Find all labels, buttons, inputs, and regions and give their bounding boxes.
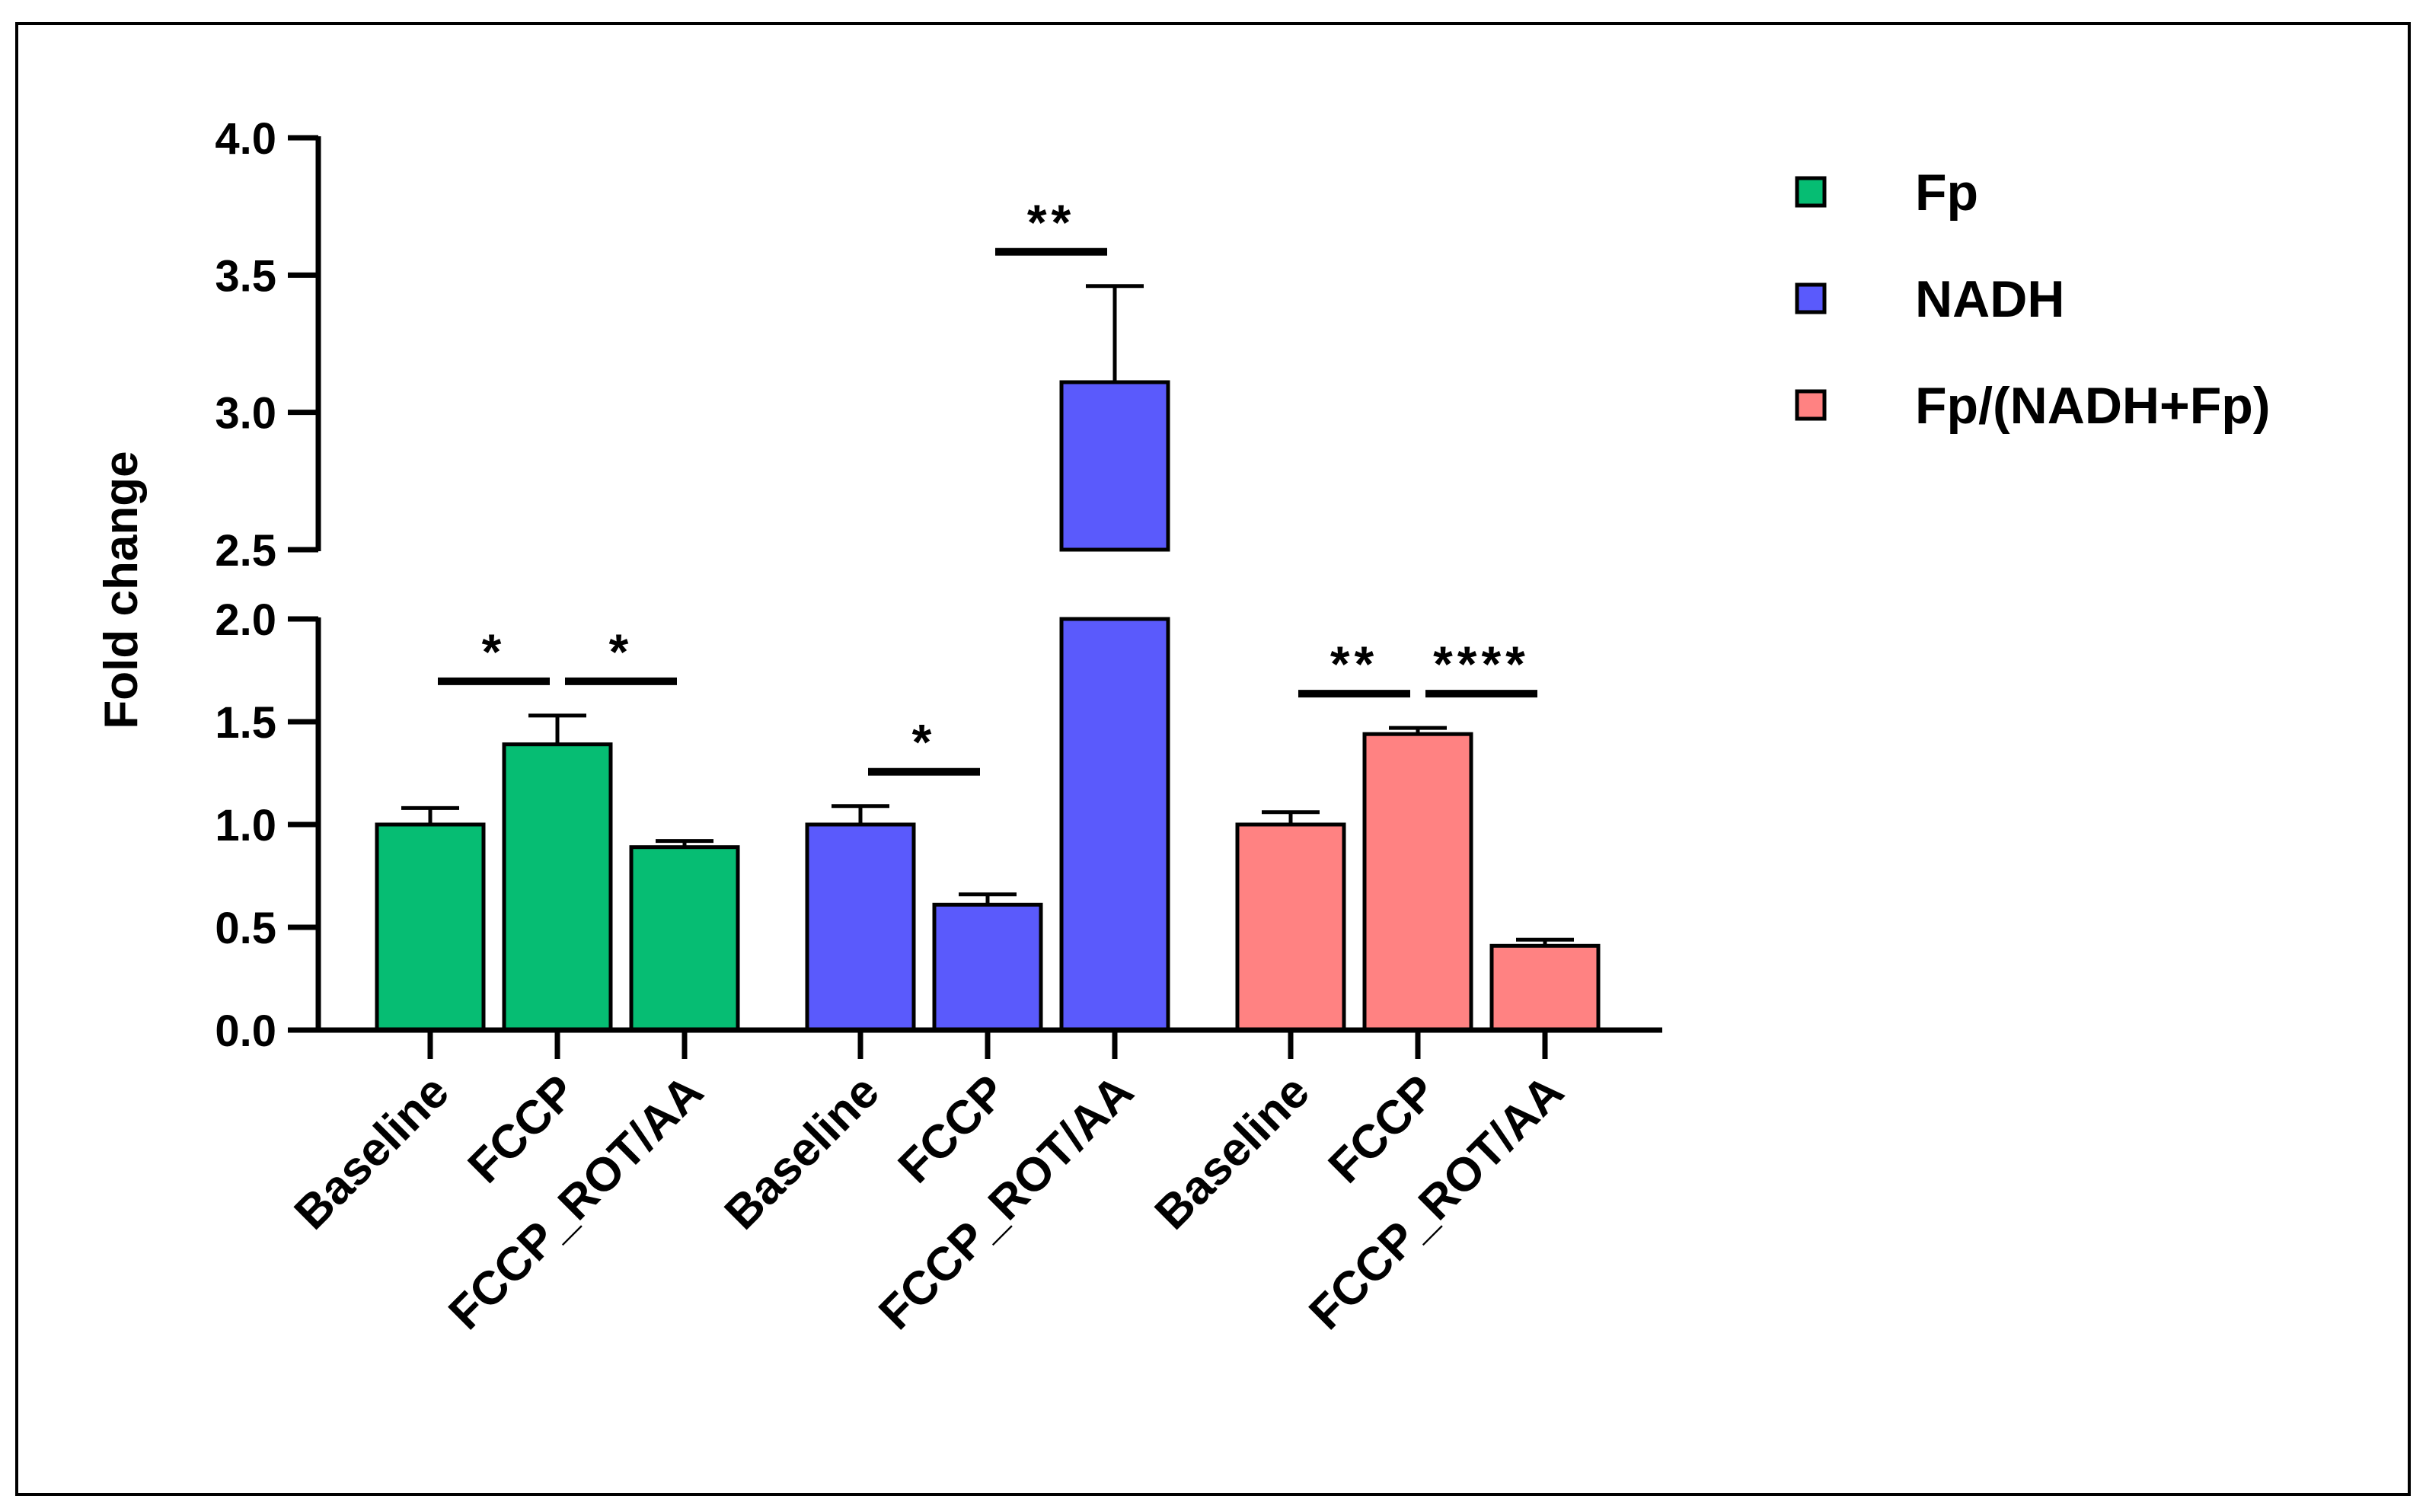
bar-1-2-lower — [1059, 617, 1170, 1032]
significance-label-3: ** — [1027, 194, 1075, 250]
legend-label-0: Fp — [1915, 164, 1978, 222]
bar-0-1 — [502, 742, 613, 1032]
bar-1-0 — [805, 822, 916, 1032]
legend-swatch-1 — [1795, 282, 1827, 314]
bar-0-2 — [629, 845, 740, 1032]
annotations-layer: * ****** **** — [438, 194, 1537, 776]
bar-2-0 — [1235, 822, 1346, 1032]
legend-label-1: NADH — [1915, 270, 2064, 328]
legend-swatch-0 — [1795, 176, 1827, 208]
y-tick-label-8: 4.0 — [215, 114, 276, 164]
bar-0-0 — [375, 822, 486, 1032]
legend-swatch-2 — [1795, 389, 1827, 421]
legend: Fp NADH Fp/(NADH+Fp) — [1795, 164, 2270, 435]
y-tick-label-2: 1.0 — [215, 801, 276, 850]
significance-label-4: ** — [1330, 636, 1378, 692]
y-tick-label-7: 3.5 — [215, 251, 276, 301]
significance-label-5: **** — [1433, 636, 1530, 692]
y-tick-label-6: 3.0 — [215, 389, 276, 439]
significance-label-1: * — [609, 624, 634, 680]
legend-label-2: Fp/(NADH+Fp) — [1915, 377, 2270, 435]
y-tick-label-4: 2.0 — [215, 595, 276, 645]
bar-2-1 — [1362, 732, 1473, 1032]
y-tick-label-3: 1.5 — [215, 698, 276, 748]
y-tick-label-0: 0.0 — [215, 1006, 276, 1056]
bars-layer — [375, 284, 1601, 1032]
bar-2-2 — [1489, 943, 1601, 1032]
significance-label-0: * — [482, 624, 506, 680]
y-tick-label-1: 0.5 — [215, 904, 276, 953]
significance-label-2: * — [912, 714, 937, 770]
figure-frame — [15, 22, 2411, 1496]
y-tick-label-5: 2.5 — [215, 526, 276, 576]
bar-1-1 — [932, 902, 1043, 1032]
y-axis-label: Fold change — [95, 451, 148, 729]
bar-1-2-upper — [1059, 380, 1170, 552]
